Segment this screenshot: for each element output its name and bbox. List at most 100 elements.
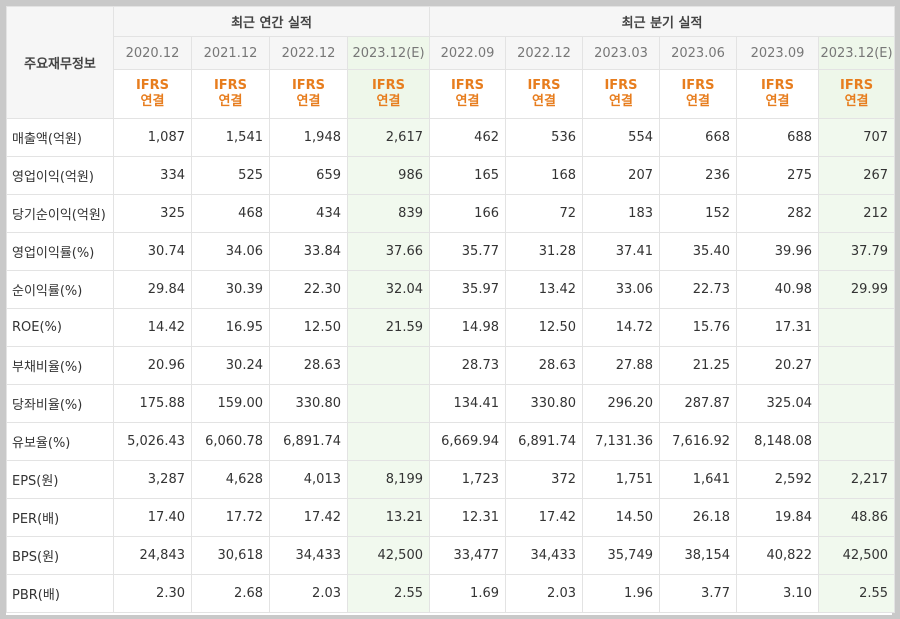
quarterly-value-cell — [817, 346, 896, 385]
annual-value-cell: 24,843 — [113, 536, 192, 575]
quarterly-value-cell — [817, 308, 896, 347]
quarterly-value-cell: 2,592 — [736, 460, 819, 499]
quarterly-value-cell: 29.99 — [817, 270, 896, 309]
row-label: 매출액(억원) — [6, 118, 114, 157]
period-header: 2023.09 — [736, 36, 819, 70]
quarterly-value-cell: 166 — [429, 194, 506, 233]
row-label: 부채비율(%) — [6, 346, 114, 385]
consolidated-text: 연결 — [765, 94, 790, 109]
quarterly-value-cell: 212 — [817, 194, 896, 233]
quarterly-value-cell: 35.77 — [429, 232, 506, 271]
annual-value-cell: 1,948 — [269, 118, 348, 157]
table-row: 유보율(%) 5,026.43 6,060.78 6,891.74 6,669.94 6,… — [6, 422, 896, 461]
table-row: 영업이익(억원) 334 525 659 986 165 168 207 236 275 267 — [6, 156, 896, 195]
row-label: 순이익률(%) — [6, 270, 114, 309]
ifrs-label: IFRS 연결 — [817, 69, 896, 119]
ifrs-label: IFRS 연결 — [659, 69, 737, 119]
row-header-title: 주요재무정보 — [6, 6, 114, 119]
period-header: 2020.12 — [113, 36, 192, 70]
annual-value-cell: 32.04 — [347, 270, 430, 309]
quarterly-group-title: 최근 분기 실적 — [428, 6, 896, 37]
ifrs-text: IFRS — [527, 78, 561, 93]
table-row: EPS(원) 3,287 4,628 4,013 8,199 1,723 372 1,751 1… — [6, 460, 896, 499]
annual-value-cell: 33.84 — [269, 232, 348, 271]
quarterly-value-cell: 12.50 — [505, 308, 583, 347]
table-row: ROE(%) 14.42 16.95 12.50 21.59 14.98 12.50 14.7… — [6, 308, 896, 347]
period-header: 2022.12 — [505, 36, 583, 70]
quarterly-value-cell: 12.31 — [429, 498, 506, 537]
quarterly-value-cell: 26.18 — [659, 498, 737, 537]
annual-value-cell: 1,087 — [113, 118, 192, 157]
quarterly-value-cell: 2.03 — [505, 574, 583, 613]
table-body: 매출액(억원) 1,087 1,541 1,948 2,617 462 536 554 668 6… — [6, 118, 896, 613]
quarterly-value-cell: 1,751 — [582, 460, 660, 499]
period-header: 2022.12 — [269, 36, 348, 70]
row-label: 유보율(%) — [6, 422, 114, 461]
table-row: 당기순이익(억원) 325 468 434 839 166 72 183 152 282 212 — [6, 194, 896, 233]
quarterly-value-cell: 236 — [659, 156, 737, 195]
ifrs-text: IFRS — [760, 78, 795, 93]
quarterly-value-cell: 1.69 — [429, 574, 506, 613]
ifrs-text: IFRS — [839, 78, 874, 93]
ifrs-label: IFRS 연결 — [191, 69, 270, 119]
annual-value-cell: 30.74 — [113, 232, 192, 271]
ifrs-text: IFRS — [291, 78, 326, 93]
annual-value-cell: 13.21 — [347, 498, 430, 537]
quarterly-value-cell: 39.96 — [736, 232, 819, 271]
row-label: PBR(배) — [6, 574, 114, 613]
annual-value-cell: 30.39 — [191, 270, 270, 309]
quarterly-value-cell: 282 — [736, 194, 819, 233]
quarterly-value-cell: 1,641 — [659, 460, 737, 499]
quarterly-value-cell: 3.10 — [736, 574, 819, 613]
quarterly-value-cell: 330.80 — [505, 384, 583, 423]
quarterly-value-cell: 35.40 — [659, 232, 737, 271]
table-row: 당좌비율(%) 175.88 159.00 330.80 134.41 330.80 296… — [6, 384, 896, 423]
table-row: BPS(원) 24,843 30,618 34,433 42,500 33,477 34,4… — [6, 536, 896, 575]
financial-summary-table: 주요재무정보 최근 연간 실적 최근 분기 실적 2020.12 2021.12 2… — [6, 6, 896, 613]
row-label: EPS(원) — [6, 460, 114, 499]
quarterly-value-cell: 14.50 — [582, 498, 660, 537]
quarterly-value-cell: 325.04 — [736, 384, 819, 423]
quarterly-value-cell: 35.97 — [429, 270, 506, 309]
quarterly-value-cell: 22.73 — [659, 270, 737, 309]
quarterly-value-cell: 296.20 — [582, 384, 660, 423]
annual-value-cell: 17.72 — [191, 498, 270, 537]
annual-value-cell: 334 — [113, 156, 192, 195]
period-row: 2020.12 2021.12 2022.12 2023.12(E) 2022.09 20… — [7, 36, 896, 70]
quarterly-value-cell: 17.42 — [505, 498, 583, 537]
quarterly-value-cell: 15.76 — [659, 308, 737, 347]
consolidated-text: 연결 — [609, 94, 633, 109]
period-header: 2023.06 — [659, 36, 737, 70]
quarterly-value-cell: 183 — [582, 194, 660, 233]
quarterly-value-cell: 134.41 — [429, 384, 506, 423]
consolidated-text: 연결 — [140, 94, 165, 109]
annual-group-title: 최근 연간 실적 — [113, 6, 430, 37]
quarterly-value-cell: 38,154 — [659, 536, 737, 575]
annual-value-cell: 8,199 — [347, 460, 430, 499]
ifrs-text: IFRS — [681, 78, 715, 93]
quarterly-value-cell: 33,477 — [429, 536, 506, 575]
annual-value-cell: 2.55 — [347, 574, 430, 613]
quarterly-value-cell: 35,749 — [582, 536, 660, 575]
quarterly-value-cell: 40,822 — [736, 536, 819, 575]
quarterly-value-cell: 165 — [429, 156, 506, 195]
consolidated-text: 연결 — [218, 94, 243, 109]
annual-value-cell: 21.59 — [347, 308, 430, 347]
table-row: 매출액(억원) 1,087 1,541 1,948 2,617 462 536 554 668 6… — [6, 118, 896, 157]
quarterly-value-cell: 8,148.08 — [736, 422, 819, 461]
quarterly-value-cell: 287.87 — [659, 384, 737, 423]
period-header: 2023.12(E) — [347, 36, 430, 70]
ifrs-label: IFRS 연결 — [429, 69, 506, 119]
quarterly-value-cell: 2.55 — [817, 574, 896, 613]
quarterly-value-cell: 688 — [736, 118, 819, 157]
quarterly-value-cell: 6,669.94 — [429, 422, 506, 461]
quarterly-value-cell: 707 — [817, 118, 896, 157]
quarterly-value-cell: 668 — [659, 118, 737, 157]
quarterly-value-cell: 17.31 — [736, 308, 819, 347]
quarterly-value-cell: 33.06 — [582, 270, 660, 309]
quarterly-value-cell: 3.77 — [659, 574, 737, 613]
annual-value-cell — [347, 346, 430, 385]
row-label: PER(배) — [6, 498, 114, 537]
quarterly-value-cell: 536 — [505, 118, 583, 157]
